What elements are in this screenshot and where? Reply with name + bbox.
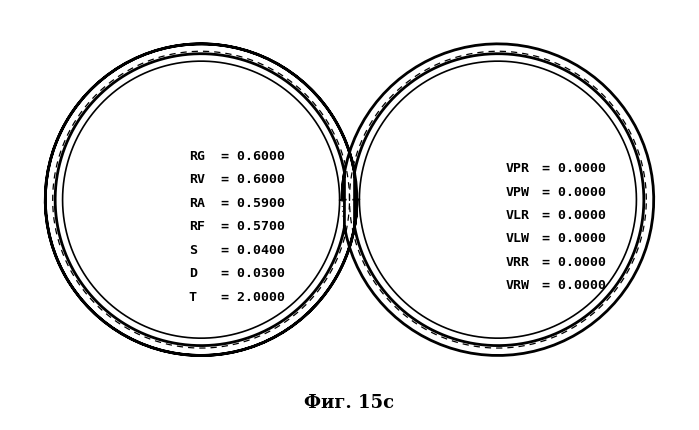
Text: S: S [189,243,196,256]
Text: = 0.6000: = 0.6000 [221,173,285,186]
Text: VRW: VRW [505,279,529,292]
Text: RG: RG [189,149,205,162]
Text: = 0.5900: = 0.5900 [221,196,285,209]
Text: = 0.0000: = 0.0000 [542,209,607,221]
Text: = 0.0000: = 0.0000 [542,162,607,175]
Text: = 0.0000: = 0.0000 [542,232,607,245]
Text: = 2.0000: = 2.0000 [221,290,285,303]
Text: VLR: VLR [505,209,529,221]
Text: VPW: VPW [505,185,529,198]
Text: = 0.0000: = 0.0000 [542,185,607,198]
Text: RA: RA [189,196,205,209]
Text: D: D [189,267,196,280]
Text: = 0.0400: = 0.0400 [221,243,285,256]
Text: VPR: VPR [505,162,529,175]
Text: VRR: VRR [505,255,529,268]
Text: T: T [189,290,196,303]
Text: Фиг. 15c: Фиг. 15c [305,393,394,412]
Text: = 0.6000: = 0.6000 [221,149,285,162]
Text: RV: RV [189,173,205,186]
Text: = 0.0300: = 0.0300 [221,267,285,280]
Text: VLW: VLW [505,232,529,245]
Text: = 0.0000: = 0.0000 [542,255,607,268]
Text: = 0.0000: = 0.0000 [542,279,607,292]
Text: RF: RF [189,220,205,233]
Text: = 0.5700: = 0.5700 [221,220,285,233]
